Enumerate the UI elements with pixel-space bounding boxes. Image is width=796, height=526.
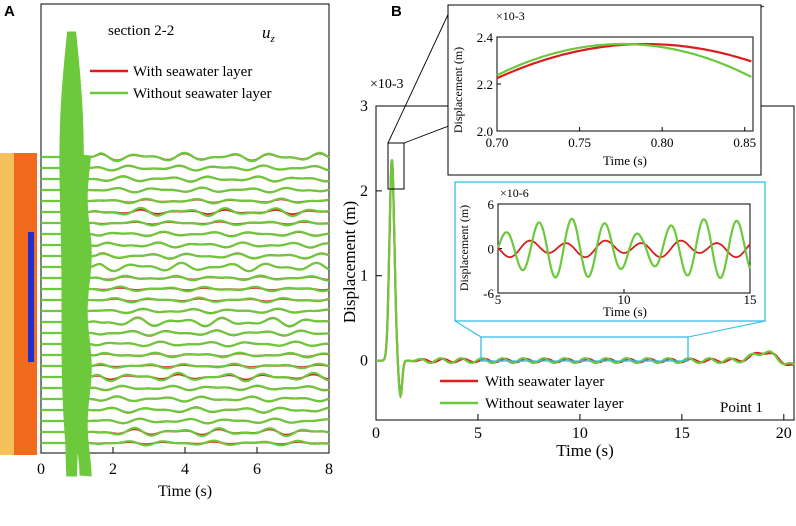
a-xtick-label: 6 bbox=[253, 461, 261, 478]
model-water-layer bbox=[28, 232, 34, 362]
legend-a-with-label: With seawater layer bbox=[133, 64, 252, 80]
inset-tail-scale: ×10-6 bbox=[500, 186, 529, 200]
b-xtick-label: 5 bbox=[474, 425, 482, 442]
panel-a-x-ticks: 0 2 4 6 8 bbox=[37, 447, 333, 478]
inset-tail-xlabel: Time (s) bbox=[603, 304, 647, 319]
tail-zoom-box bbox=[480, 336, 689, 362]
a-trace-without bbox=[41, 186, 330, 194]
b-xtick-label: 15 bbox=[674, 425, 690, 442]
model-sediment-layer bbox=[0, 153, 14, 455]
in2-ytick-label: -6 bbox=[483, 286, 494, 301]
panel-b-lines bbox=[376, 159, 795, 399]
inset-tail-lines bbox=[496, 217, 752, 280]
a-xtick-label: 8 bbox=[325, 461, 333, 478]
b-xtick-label: 0 bbox=[372, 425, 380, 442]
in2-xtick-label: 15 bbox=[744, 292, 757, 307]
inset-peak-ylabel: Displacement (m) bbox=[451, 47, 465, 133]
panel-b-annotation: Point 1 bbox=[720, 400, 763, 416]
tail-connector-right bbox=[687, 320, 766, 338]
inset-peak-lines bbox=[496, 42, 752, 80]
b-ytick-label: 2 bbox=[360, 183, 368, 200]
in2-ytick-label: 0 bbox=[488, 242, 495, 257]
legend-b-without-label: Without seawater layer bbox=[485, 396, 624, 412]
in2-line-without bbox=[496, 217, 752, 280]
site-model-strip bbox=[0, 153, 37, 455]
panel-a-label: A bbox=[4, 3, 15, 20]
panel-b-scale: ×10-3 bbox=[370, 77, 404, 92]
in1-xtick-label: 0.75 bbox=[568, 135, 591, 150]
panel-a-title: section 2-2 bbox=[108, 23, 174, 39]
a-trace-without bbox=[41, 426, 330, 438]
a-trace-without bbox=[41, 175, 330, 183]
panel-b-xlabel: Time (s) bbox=[556, 441, 613, 460]
panel-a-traces bbox=[41, 31, 330, 477]
b-xtick-label: 20 bbox=[776, 425, 792, 442]
inset-peak-xlabel: Time (s) bbox=[603, 153, 647, 168]
panel-a-legend: With seawater layer Without seawater lay… bbox=[90, 64, 272, 102]
in2-line-with bbox=[497, 239, 751, 259]
a-xtick-label: 4 bbox=[181, 461, 189, 478]
model-rock-layer bbox=[14, 153, 37, 455]
in1-xtick-label: 0.85 bbox=[733, 135, 756, 150]
inset-peak-axes: 0.70 0.75 0.80 0.85 2.0 2.2 2.4 bbox=[477, 30, 756, 150]
b-ytick-label: 3 bbox=[360, 98, 368, 115]
a-trace-without bbox=[41, 206, 330, 218]
in1-xtick-label: 0.80 bbox=[651, 135, 674, 150]
b-ytick-label: 0 bbox=[360, 353, 368, 370]
inset-tail-ylabel: Displacement (m) bbox=[457, 205, 471, 291]
panel-a-xlabel: Time (s) bbox=[158, 483, 212, 500]
panel-b-label: B bbox=[391, 3, 402, 20]
in1-ytick-label: 2.2 bbox=[477, 77, 493, 92]
inset-peak-panel bbox=[447, 4, 762, 176]
inset-peak-scale: ×10-3 bbox=[496, 9, 525, 23]
a-trace-without bbox=[41, 417, 330, 425]
a-trough-band bbox=[75, 154, 92, 477]
b-line-without bbox=[376, 159, 795, 399]
a-trace-without bbox=[41, 406, 330, 414]
in2-ytick-label: 6 bbox=[488, 197, 495, 212]
tail-connector-left bbox=[454, 320, 482, 338]
panel-a-component: uz bbox=[262, 23, 276, 45]
a-trace-without bbox=[41, 316, 330, 328]
b-xtick-label: 10 bbox=[572, 425, 588, 442]
panel-b-legend: With seawater layer Without seawater lay… bbox=[440, 374, 624, 412]
legend-a-without-label: Without seawater layer bbox=[133, 86, 272, 102]
in1-ytick-label: 2.0 bbox=[477, 124, 493, 139]
b-ytick-label: 1 bbox=[360, 268, 368, 285]
a-xtick-label: 0 bbox=[37, 461, 45, 478]
in2-xtick-label: 10 bbox=[618, 292, 631, 307]
peak-connector-left bbox=[387, 5, 453, 144]
panel-b-axes: 0 5 10 15 20 0 1 2 3 bbox=[360, 98, 792, 442]
in1-line-without bbox=[496, 42, 752, 78]
a-trace-without bbox=[41, 296, 330, 304]
a-xtick-label: 2 bbox=[109, 461, 117, 478]
in2-xtick-label: 5 bbox=[495, 292, 502, 307]
a-trace-without bbox=[41, 439, 329, 447]
in1-ytick-label: 2.4 bbox=[477, 30, 494, 45]
panel-b-ylabel: Displacement (m) bbox=[340, 201, 359, 323]
a-trace-without bbox=[41, 197, 330, 205]
in1-xtick-label: 0.70 bbox=[486, 135, 509, 150]
peak-zoom-box bbox=[387, 142, 405, 190]
a-trace-without bbox=[41, 307, 329, 315]
legend-b-with-label: With seawater layer bbox=[485, 374, 604, 390]
